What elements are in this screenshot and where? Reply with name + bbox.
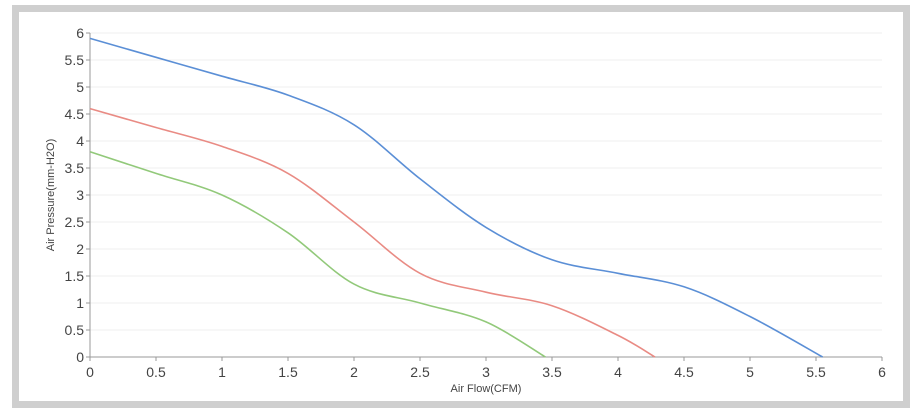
x-tick-labels: 0 0.5 1 1.5 2 2.5 3 3.5 4 4.5 5 5.5 6	[86, 357, 886, 380]
y-tick-label: 5.5	[65, 52, 85, 68]
x-tick-label: 1.5	[278, 364, 298, 380]
y-tick-label: 0.5	[65, 322, 85, 338]
x-tick-label: 3	[482, 364, 490, 380]
x-tick-label: 6	[878, 364, 886, 380]
y-tick-label: 4.5	[65, 106, 85, 122]
y-tick-label: 6	[76, 25, 84, 41]
y-tick-label: 4	[76, 133, 84, 149]
y-tick-label: 1	[76, 295, 84, 311]
y-tick-labels: 0 0.5 1 1.5 2 2.5 3 3.5 4 4.5 5 5.5 6	[65, 25, 90, 365]
x-tick-label: 4	[614, 364, 622, 380]
x-tick-label: 2.5	[410, 364, 430, 380]
x-tick-label: 5.5	[806, 364, 826, 380]
series-lines	[89, 37, 823, 358]
chart-frame	[12, 5, 910, 408]
y-axis-label: Air Pressure(mm-H2O)	[45, 139, 57, 251]
series-line-3	[89, 151, 546, 358]
series-line-1	[89, 37, 823, 358]
x-tick-label: 0	[86, 364, 94, 380]
y-tick-label: 5	[76, 79, 84, 95]
y-tick-label: 2	[76, 241, 84, 257]
x-tick-label: 0.5	[146, 364, 166, 380]
y-tick-label: 0	[76, 349, 84, 365]
x-tick-label: 1	[218, 364, 226, 380]
x-tick-label: 3.5	[542, 364, 562, 380]
y-tick-label: 2.5	[65, 214, 85, 230]
y-tick-label: 3.5	[65, 160, 85, 176]
y-tick-label: 1.5	[65, 268, 85, 284]
x-tick-label: 4.5	[674, 364, 694, 380]
x-axis-label: Air Flow(CFM)	[451, 383, 522, 395]
x-tick-label: 5	[746, 364, 754, 380]
y-tick-label: 3	[76, 187, 84, 203]
grid-lines	[90, 32, 882, 331]
series-line-2	[89, 107, 656, 358]
x-tick-label: 2	[350, 364, 358, 380]
